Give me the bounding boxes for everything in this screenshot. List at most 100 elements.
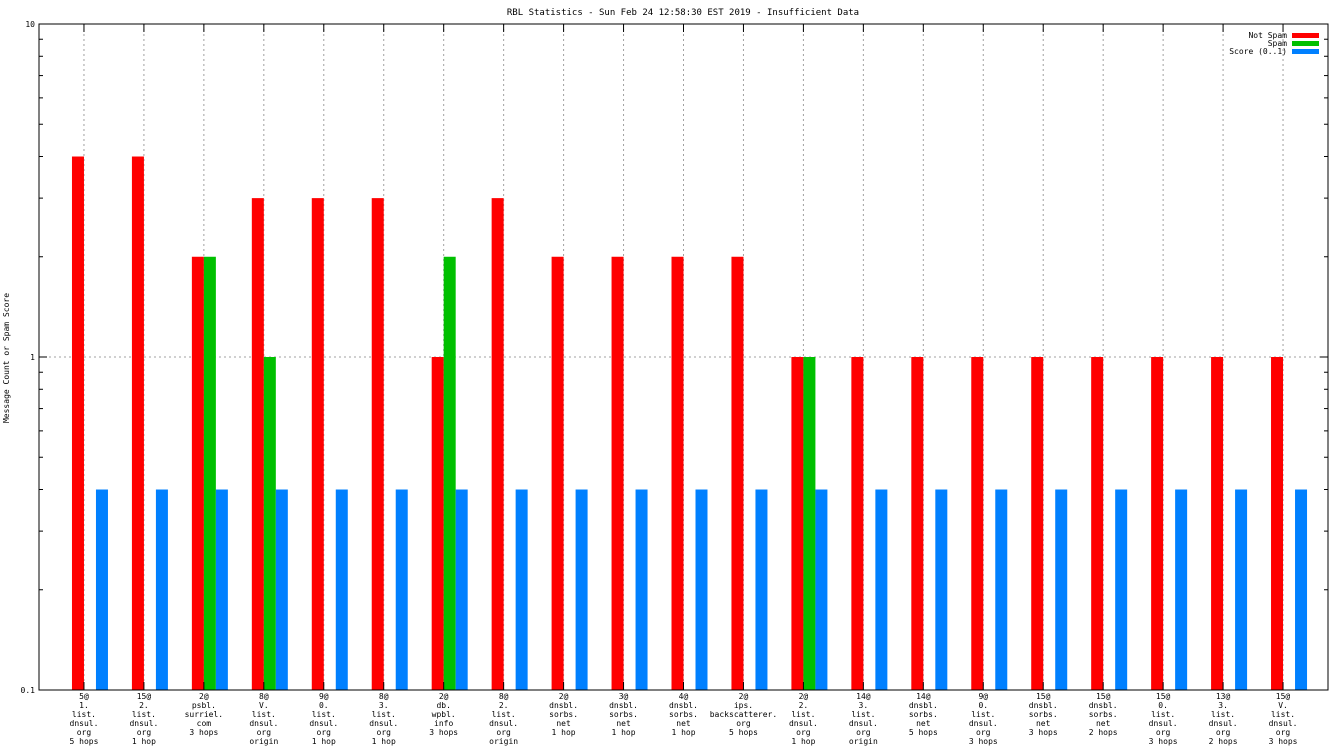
x-tick-label: 14@	[916, 692, 931, 701]
x-tick-label: com	[197, 719, 212, 728]
x-tick-label: 1.	[79, 701, 89, 710]
x-tick-label: org	[1156, 728, 1171, 737]
bar	[1271, 357, 1283, 690]
legend-label: Score (0..1)	[1229, 47, 1287, 56]
x-tick-label: V.	[259, 701, 269, 710]
bar	[252, 198, 264, 690]
x-tick-label: sorbs.	[609, 710, 638, 719]
x-tick-label: 2 hops	[1089, 728, 1118, 737]
bar	[803, 357, 815, 690]
x-tick-label: org	[1276, 728, 1291, 737]
bar	[1091, 357, 1103, 690]
x-tick-label: 1 hop	[372, 737, 396, 746]
x-tick-label: list.	[1211, 710, 1235, 719]
x-tick-label: list.	[252, 710, 276, 719]
x-tick-label: net	[616, 719, 631, 728]
chart-title: RBL Statistics - Sun Feb 24 12:58:30 EST…	[507, 8, 859, 18]
x-tick-label: 8@	[259, 692, 269, 701]
x-tick-label: sorbs.	[669, 710, 698, 719]
bar	[216, 490, 228, 690]
x-tick-label: psbl.	[192, 701, 216, 710]
legend-swatch	[1292, 41, 1319, 46]
bar	[672, 257, 684, 690]
x-tick-label: org	[496, 728, 511, 737]
bar	[1115, 490, 1127, 690]
x-tick-label: 2.	[139, 701, 149, 710]
x-tick-label: 13@	[1216, 692, 1231, 701]
bar	[492, 198, 504, 690]
x-tick-label: dnsul.	[249, 719, 278, 728]
x-tick-label: 1 hop	[132, 737, 156, 746]
x-tick-label: sorbs.	[1089, 710, 1118, 719]
y-tick-label: 0.1	[21, 686, 36, 695]
x-tick-label: dnsbl.	[549, 701, 578, 710]
x-tick-label: org	[77, 728, 92, 737]
bar	[444, 257, 456, 690]
x-tick-label: db.	[436, 701, 450, 710]
x-tick-label: V.	[1278, 701, 1288, 710]
bar	[1055, 490, 1067, 690]
x-tick-label: origin	[489, 737, 518, 746]
x-tick-label: 3@	[619, 692, 629, 701]
x-tick-label: dnsbl.	[669, 701, 698, 710]
x-tick-label: org	[1216, 728, 1231, 737]
x-tick-label: 8@	[499, 692, 509, 701]
x-tick-label: list.	[971, 710, 995, 719]
x-tick-label: 3 hops	[1029, 728, 1058, 737]
bar	[1151, 357, 1163, 690]
bar	[995, 490, 1007, 690]
x-tick-label: net	[916, 719, 931, 728]
x-tick-label: sorbs.	[1029, 710, 1058, 719]
bar	[396, 490, 408, 690]
x-tick-label: origin	[249, 737, 278, 746]
x-tick-label: 2 hops	[1209, 737, 1238, 746]
x-tick-label: 1 hop	[611, 728, 635, 737]
x-tick-label: 15@	[1036, 692, 1051, 701]
x-tick-label: list.	[312, 710, 336, 719]
x-tick-label: org	[976, 728, 991, 737]
x-tick-label: 14@	[856, 692, 871, 701]
x-tick-label: 2@	[559, 692, 569, 701]
y-tick-label: 10	[25, 20, 35, 29]
bar	[636, 490, 648, 690]
bar	[96, 490, 108, 690]
bar	[1235, 490, 1247, 690]
bar	[552, 257, 564, 690]
x-tick-label: list.	[791, 710, 815, 719]
x-tick-label: 1 hop	[552, 728, 576, 737]
x-tick-label: org	[736, 719, 751, 728]
x-tick-label: 9@	[978, 692, 988, 701]
x-tick-label: ips.	[734, 701, 753, 710]
y-tick-label: 1	[30, 353, 35, 362]
bar	[1175, 490, 1187, 690]
x-tick-label: dnsul.	[789, 719, 818, 728]
bar	[264, 357, 276, 690]
x-tick-label: dnsul.	[70, 719, 99, 728]
x-tick-label: 0.	[1158, 701, 1168, 710]
x-tick-label: 2@	[799, 692, 809, 701]
x-tick-label: 1 hop	[791, 737, 815, 746]
bar	[1211, 357, 1223, 690]
x-tick-label: wpbl.	[432, 710, 456, 719]
x-tick-label: list.	[72, 710, 96, 719]
x-tick-label: dnsbl.	[1029, 701, 1058, 710]
x-tick-label: 5 hops	[70, 737, 99, 746]
x-tick-label: dnsul.	[309, 719, 338, 728]
bar	[576, 490, 588, 690]
x-tick-label: dnsul.	[969, 719, 998, 728]
bar	[731, 257, 743, 690]
x-tick-label: list.	[132, 710, 156, 719]
x-tick-label: 15@	[1156, 692, 1171, 701]
x-tick-label: origin	[849, 737, 878, 746]
x-tick-label: 3.	[379, 701, 389, 710]
x-tick-label: 2@	[199, 692, 209, 701]
bar	[1031, 357, 1043, 690]
x-tick-label: 2.	[499, 701, 509, 710]
bar	[276, 490, 288, 690]
x-tick-label: 1 hop	[312, 737, 336, 746]
x-tick-label: 5@	[79, 692, 89, 701]
x-tick-label: 9@	[319, 692, 329, 701]
x-tick-label: sorbs.	[549, 710, 578, 719]
x-tick-label: 3 hops	[189, 728, 218, 737]
